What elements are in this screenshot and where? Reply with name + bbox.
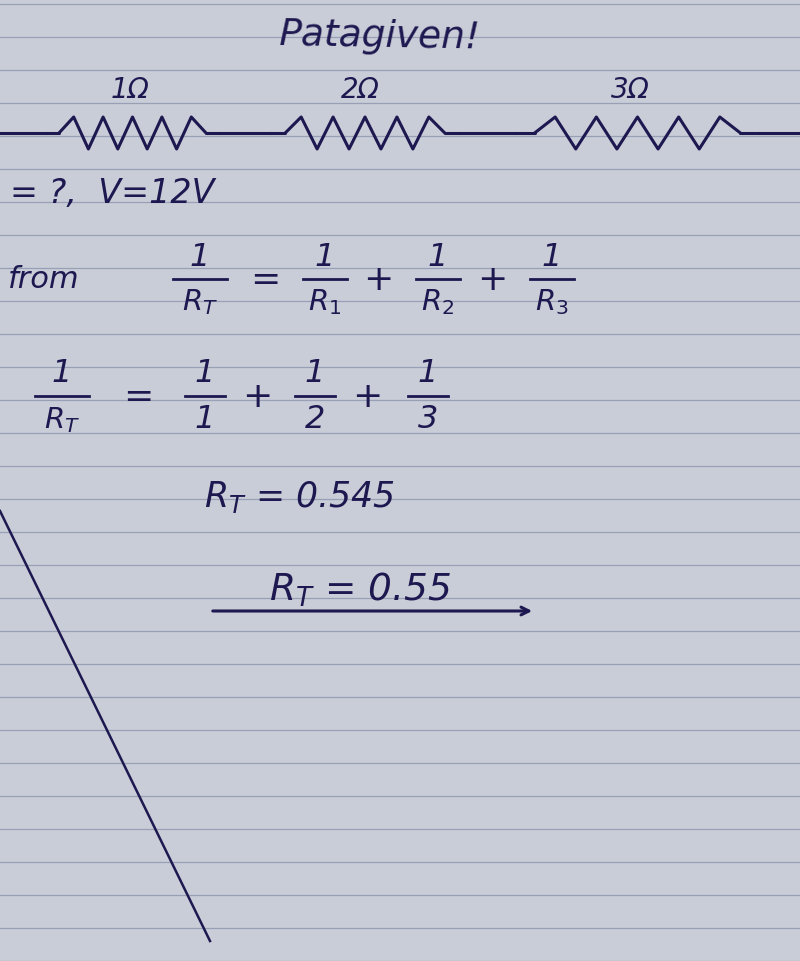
Text: 2: 2: [305, 404, 325, 435]
Text: 3Ω: 3Ω: [610, 76, 650, 104]
Text: R$_T$ = 0.55: R$_T$ = 0.55: [269, 570, 451, 608]
Text: from: from: [8, 265, 80, 294]
Text: R$_T$ = 0.545: R$_T$ = 0.545: [205, 479, 395, 514]
Text: 1: 1: [190, 242, 210, 273]
Text: 1: 1: [418, 358, 438, 389]
Text: +: +: [363, 262, 393, 297]
Text: =: =: [250, 262, 280, 297]
Text: 1: 1: [52, 358, 72, 389]
Text: R$_1$: R$_1$: [308, 286, 342, 316]
Text: 1: 1: [428, 242, 448, 273]
Text: 1: 1: [195, 358, 215, 389]
Text: 1: 1: [542, 242, 562, 273]
Text: 1: 1: [315, 242, 335, 273]
Text: 1: 1: [305, 358, 325, 389]
Text: =: =: [123, 380, 153, 413]
Text: 1: 1: [195, 404, 215, 435]
Text: +: +: [352, 380, 382, 413]
Text: R$_3$: R$_3$: [535, 286, 569, 316]
Text: R$_T$: R$_T$: [44, 405, 80, 434]
Text: 3: 3: [418, 404, 438, 435]
Text: 2Ω: 2Ω: [341, 76, 379, 104]
Text: = ?,  V=12V: = ?, V=12V: [10, 178, 214, 210]
Text: +: +: [477, 262, 507, 297]
Text: +: +: [242, 380, 272, 413]
Text: R$_T$: R$_T$: [182, 286, 218, 316]
Text: R$_2$: R$_2$: [422, 286, 454, 316]
Text: 1Ω: 1Ω: [110, 76, 150, 104]
Text: Patagiven!: Patagiven!: [279, 17, 481, 57]
